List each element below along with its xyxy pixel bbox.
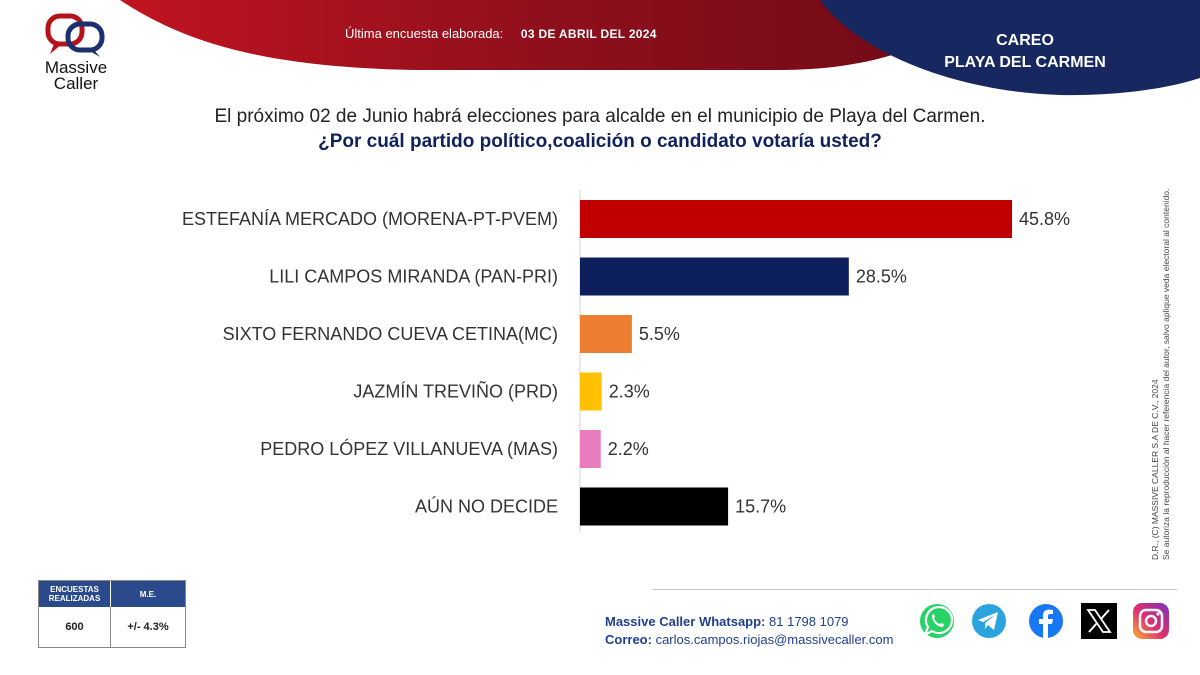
massive-caller-logo: Massive Caller xyxy=(28,12,124,93)
speech-bubbles-icon xyxy=(45,13,105,57)
survey-date: Última encuesta elaborada: 03 DE ABRIL D… xyxy=(345,26,657,41)
value-label-6: 15.7% xyxy=(735,497,786,517)
value-label-4: 2.3% xyxy=(609,382,650,402)
bar-6 xyxy=(580,487,729,526)
category-label-6: AÚN NO DECIDE xyxy=(415,496,558,517)
value-label-3: 5.5% xyxy=(639,324,680,344)
stats-value-surveys: 600 xyxy=(39,607,111,647)
stats-header-margin: M.E. xyxy=(139,589,157,599)
careo-line1: CAREO xyxy=(996,32,1054,49)
bar-3 xyxy=(580,315,632,353)
copyright-line1: D.R., (C) MASSIVE CALLER S.A DE C.V., 20… xyxy=(1150,379,1160,560)
instagram-icon[interactable] xyxy=(1132,602,1170,640)
whatsapp-number[interactable]: 81 1798 1079 xyxy=(769,614,849,629)
value-label-1: 45.8% xyxy=(1019,209,1070,229)
header-background xyxy=(120,0,1200,96)
bar-2 xyxy=(580,257,849,296)
x-icon[interactable] xyxy=(1080,602,1118,640)
survey-date-value: 03 DE ABRIL DEL 2024 xyxy=(520,27,657,41)
stats-value-margin: +/- 4.3% xyxy=(127,621,169,633)
logo-text-massive: Massive xyxy=(44,58,108,77)
category-label-1: ESTEFANÍA MERCADO (MORENA-PT-PVEM) xyxy=(182,209,558,229)
category-label-5: PEDRO LÓPEZ VILLANUEVA (MAS) xyxy=(260,438,558,459)
bar-chart: ESTEFANÍA MERCADO (MORENA-PT-PVEM) 45.8% L… xyxy=(182,190,1070,532)
footer-divider xyxy=(652,589,1177,590)
email-label: Correo: xyxy=(605,632,652,647)
careo-line2: PLAYA DEL CARMEN xyxy=(944,54,1106,71)
category-label-2: LILI CAMPOS MIRANDA (PAN-PRI) xyxy=(269,267,558,287)
value-label-2: 28.5% xyxy=(856,267,907,287)
bar-1 xyxy=(580,200,1012,238)
email-address[interactable]: carlos.campos.riojas@massivecaller.com xyxy=(655,632,894,647)
whatsapp-icon[interactable] xyxy=(918,602,956,640)
survey-stats-table: ENCUESTAS REALIZADAS M.E. 600 +/- 4.3% xyxy=(38,580,186,648)
email-contact: Correo: carlos.campos.riojas@massivecall… xyxy=(605,632,893,647)
survey-date-label: Última encuesta elaborada: xyxy=(345,26,504,41)
category-label-4: JAZMÍN TREVIÑO (PRD) xyxy=(353,381,558,402)
whatsapp-label: Massive Caller Whatsapp: xyxy=(605,614,766,629)
category-label-3: SIXTO FERNANDO CUEVA CETINA(MC) xyxy=(223,324,558,344)
value-label-5: 2.2% xyxy=(608,439,649,459)
bar-5 xyxy=(580,430,601,468)
stats-header-surveys: ENCUESTAS REALIZADAS xyxy=(39,581,111,607)
question-main: ¿Por cuál partido político,coalición o c… xyxy=(318,131,882,152)
whatsapp-contact: Massive Caller Whatsapp: 81 1798 1079 xyxy=(605,614,849,629)
bar-4 xyxy=(580,372,602,411)
stats-header-row: ENCUESTAS REALIZADAS M.E. xyxy=(39,581,185,607)
telegram-icon[interactable] xyxy=(970,602,1008,640)
stats-value-row: 600 +/- 4.3% xyxy=(39,607,185,647)
copyright-notice: D.R., (C) MASSIVE CALLER S.A DE C.V., 20… xyxy=(1150,130,1172,560)
careo-title: CAREO PLAYA DEL CARMEN xyxy=(920,30,1130,74)
question-intro: El próximo 02 de Junio habrá elecciones … xyxy=(214,106,986,127)
copyright-line2: Se autoriza la reproducción al hacer ref… xyxy=(1161,188,1171,560)
logo-text-caller: Caller xyxy=(53,74,99,93)
facebook-icon[interactable] xyxy=(1027,602,1065,640)
